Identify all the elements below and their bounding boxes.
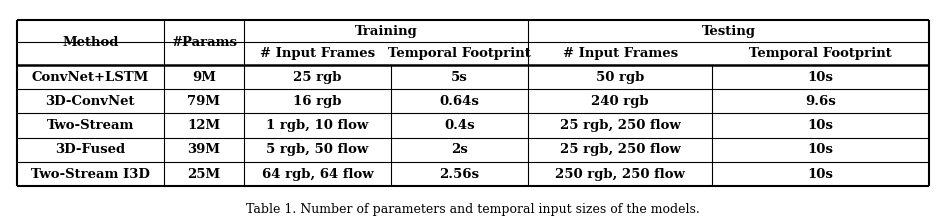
Text: 1 rgb, 10 flow: 1 rgb, 10 flow [266, 119, 369, 132]
Text: 25 rgb, 250 flow: 25 rgb, 250 flow [560, 143, 680, 156]
Text: 50 rgb: 50 rgb [596, 70, 644, 84]
Text: 0.64s: 0.64s [439, 95, 480, 108]
Text: 250 rgb, 250 flow: 250 rgb, 250 flow [555, 167, 685, 181]
Text: Temporal Footprint: Temporal Footprint [388, 47, 531, 60]
Text: 10s: 10s [808, 167, 833, 181]
Text: 16 rgb: 16 rgb [293, 95, 342, 108]
Text: Testing: Testing [701, 25, 756, 38]
Text: 5s: 5s [451, 70, 467, 84]
Text: #Params: #Params [171, 36, 236, 49]
Text: 3D-ConvNet: 3D-ConvNet [45, 95, 135, 108]
Text: Two-Stream: Two-Stream [46, 119, 134, 132]
Text: Temporal Footprint: Temporal Footprint [749, 47, 892, 60]
Text: 2s: 2s [451, 143, 467, 156]
Text: Table 1. Number of parameters and temporal input sizes of the models.: Table 1. Number of parameters and tempor… [246, 203, 700, 216]
Text: 25 rgb: 25 rgb [293, 70, 342, 84]
Text: 64 rgb, 64 flow: 64 rgb, 64 flow [262, 167, 373, 181]
Text: 39M: 39M [187, 143, 220, 156]
Text: Method: Method [62, 36, 118, 49]
Text: 0.4s: 0.4s [444, 119, 475, 132]
Text: 10s: 10s [808, 119, 833, 132]
Text: 2.56s: 2.56s [439, 167, 480, 181]
Text: 9.6s: 9.6s [805, 95, 836, 108]
Text: 25 rgb, 250 flow: 25 rgb, 250 flow [560, 119, 680, 132]
Text: 3D-Fused: 3D-Fused [55, 143, 126, 156]
Text: 25M: 25M [187, 167, 220, 181]
Text: ConvNet+LSTM: ConvNet+LSTM [32, 70, 149, 84]
Text: 9M: 9M [192, 70, 216, 84]
Text: # Input Frames: # Input Frames [563, 47, 677, 60]
Text: 240 rgb: 240 rgb [591, 95, 649, 108]
Text: Two-Stream I3D: Two-Stream I3D [31, 167, 149, 181]
Text: 5 rgb, 50 flow: 5 rgb, 50 flow [266, 143, 369, 156]
Text: 10s: 10s [808, 70, 833, 84]
Text: # Input Frames: # Input Frames [260, 47, 375, 60]
Text: 10s: 10s [808, 143, 833, 156]
Text: 79M: 79M [187, 95, 220, 108]
Text: Training: Training [355, 25, 417, 38]
Text: 12M: 12M [187, 119, 220, 132]
